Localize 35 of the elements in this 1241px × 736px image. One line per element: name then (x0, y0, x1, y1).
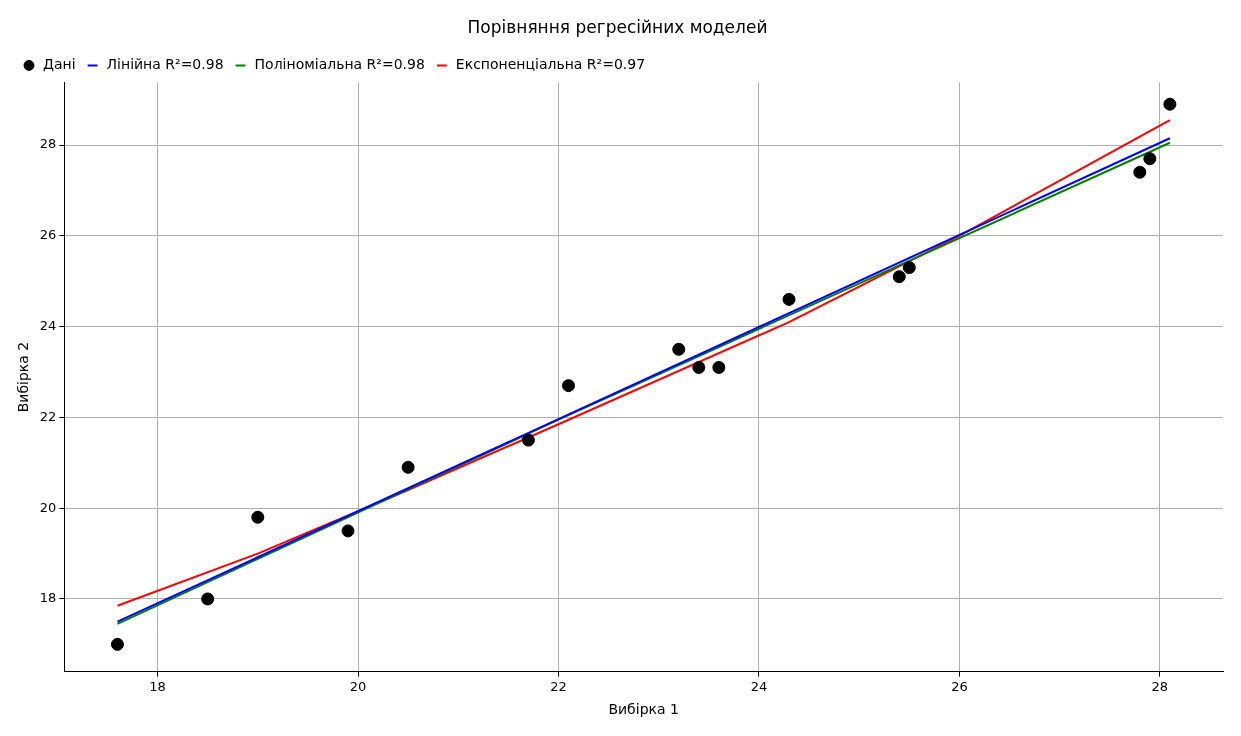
point (782, 292, 796, 306)
x-tick-label: 28 (1151, 678, 1169, 694)
x-tick-label: 26 (951, 678, 968, 694)
point (692, 360, 706, 374)
point (201, 592, 215, 606)
point (1143, 152, 1157, 166)
y-tick-label: 28 (39, 136, 57, 152)
legend-label: Експоненціальна R²=0.97 (455, 56, 646, 73)
x-axis-title: Вибірка 1 (608, 701, 679, 718)
x-tick-label: 22 (550, 678, 567, 694)
point (712, 360, 726, 374)
chart-title: Порівняння регресійних моделей (467, 16, 768, 37)
legend-label: Дані (43, 56, 76, 73)
x-tick-label: 18 (149, 678, 166, 694)
y-tick-label: 20 (39, 499, 57, 515)
y-tick-label: 24 (39, 317, 57, 333)
x-tick-label: 20 (349, 678, 367, 694)
point (251, 510, 265, 524)
point (902, 261, 916, 275)
y-tick-label: 18 (39, 590, 57, 606)
point (672, 342, 686, 356)
x-tick-label: 24 (750, 678, 768, 694)
point (1133, 165, 1147, 179)
legend-label: Лінійна R²=0.98 (106, 56, 224, 73)
y-tick-label: 22 (39, 408, 57, 424)
legend-label: Поліноміальна R²=0.98 (254, 56, 425, 73)
y-axis-title: Вибірка 2 (15, 341, 32, 413)
point (110, 637, 124, 651)
point (521, 433, 535, 447)
y-tick-label: 26 (39, 227, 57, 243)
point (562, 379, 575, 393)
point (341, 524, 355, 538)
point (892, 270, 906, 284)
point (1163, 97, 1177, 111)
point (401, 460, 415, 474)
